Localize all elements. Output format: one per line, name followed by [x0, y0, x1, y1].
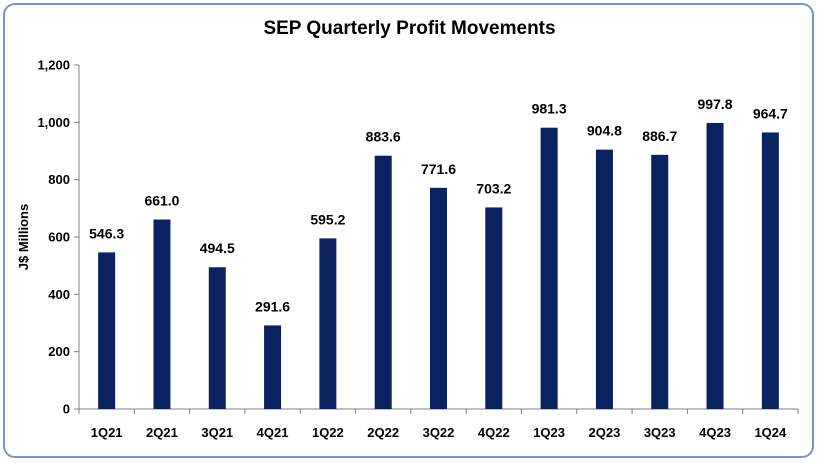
bar — [595, 149, 613, 409]
x-tick-label: 4Q22 — [478, 425, 510, 440]
data-label: 883.6 — [366, 129, 401, 145]
y-tick-label: 1,200 — [37, 58, 70, 73]
bar — [540, 127, 558, 409]
y-axis-label: J$ Millions — [16, 204, 31, 270]
data-label: 703.2 — [476, 180, 511, 196]
bar — [374, 155, 392, 409]
x-tick-label: 1Q24 — [754, 425, 787, 440]
data-label: 981.3 — [532, 101, 567, 117]
y-tick-label: 200 — [48, 344, 70, 359]
x-tick-label: 4Q23 — [699, 425, 731, 440]
y-tick-label: 600 — [48, 230, 70, 245]
bar — [485, 207, 503, 409]
x-tick-label: 3Q21 — [201, 425, 233, 440]
bar — [208, 267, 226, 409]
chart-frame — [3, 3, 814, 458]
data-label: 291.6 — [255, 298, 290, 314]
bar — [98, 252, 116, 409]
y-tick-label: 800 — [48, 172, 70, 187]
data-label: 595.2 — [310, 211, 345, 227]
x-tick-label: 2Q22 — [367, 425, 399, 440]
x-tick-label: 1Q23 — [533, 425, 565, 440]
x-tick-label: 3Q23 — [644, 425, 676, 440]
data-label: 494.5 — [200, 240, 235, 256]
bar — [153, 219, 171, 409]
x-tick-label: 2Q23 — [589, 425, 621, 440]
y-tick-label: 0 — [63, 402, 70, 417]
data-label: 771.6 — [421, 161, 456, 177]
data-label: 886.7 — [642, 128, 677, 144]
bar — [430, 187, 447, 409]
bar-series — [98, 122, 779, 410]
x-tick-label: 4Q21 — [257, 425, 289, 440]
x-tick-label: 1Q22 — [312, 425, 344, 440]
y-tick-label: 1,000 — [37, 115, 70, 130]
bar — [651, 154, 669, 409]
data-label: 904.8 — [587, 123, 622, 139]
x-tick-label: 1Q21 — [91, 425, 123, 440]
data-labels: 546.3 661.0 494.5 291.6 595.2 883.6 771.6 703.2… — [89, 96, 788, 314]
x-tick-label: 3Q22 — [423, 425, 455, 440]
bar — [761, 132, 779, 409]
bar — [319, 238, 337, 409]
x-tick-label: 2Q21 — [146, 425, 178, 440]
data-label: 997.8 — [698, 96, 733, 112]
chart-title: SEP Quarterly Profit Movements — [263, 18, 556, 39]
bar — [706, 122, 724, 410]
data-label: 546.3 — [89, 225, 124, 241]
y-tick-label: 400 — [48, 287, 70, 302]
bar — [264, 325, 282, 409]
data-label: 964.7 — [753, 105, 788, 121]
data-label: 661.0 — [144, 193, 179, 209]
chart-axes: 0 200 400 600 800 1,000 1,200 1Q21 2Q21 3Q21 4Q21 1… — [37, 58, 799, 440]
